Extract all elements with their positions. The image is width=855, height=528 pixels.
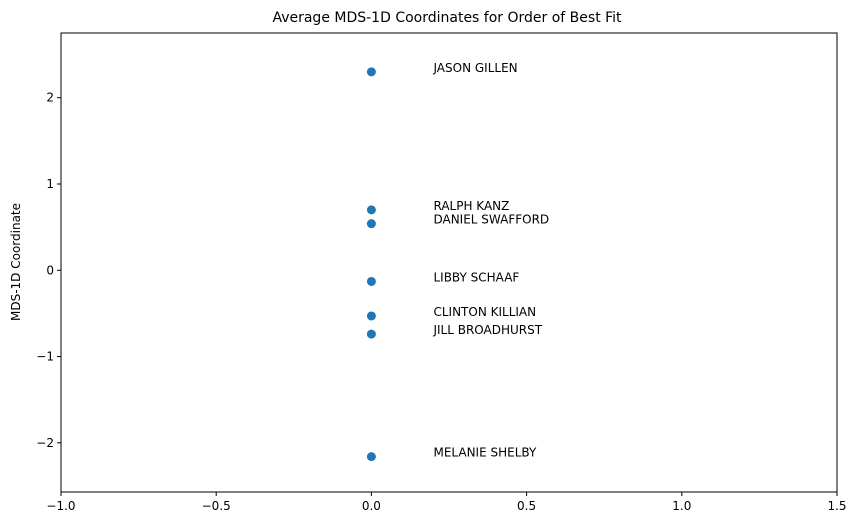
- x-tick-label: −0.5: [202, 499, 231, 513]
- data-point: [366, 452, 376, 462]
- point-label: CLINTON KILLIAN: [433, 305, 536, 319]
- x-tick-label: 1.0: [672, 499, 691, 513]
- y-axis-label: MDS-1D Coordinate: [9, 203, 23, 321]
- chart-title: Average MDS-1D Coordinates for Order of …: [272, 10, 622, 26]
- y-tick-label: 0: [46, 263, 54, 277]
- data-point: [366, 205, 376, 215]
- plot-frame: [60, 32, 838, 493]
- data-point: [366, 276, 376, 286]
- data-point: [366, 67, 376, 77]
- point-label: MELANIE SHELBY: [433, 446, 537, 460]
- point-label: JASON GILLEN: [432, 61, 517, 75]
- point-label: RALPH KANZ: [433, 199, 509, 213]
- y-tick-label: −2: [36, 436, 54, 450]
- x-tick-label: −1.0: [46, 499, 75, 513]
- y-tick-label: 2: [46, 91, 54, 105]
- y-tick-label: −1: [36, 350, 54, 364]
- plot-area: −1.0 −0.5 0.0 0.5 1.0 1.5 −2 −1 0 1 2 JASON GILLEN R…: [36, 32, 847, 513]
- data-point: [366, 329, 376, 339]
- x-tick-label: 0.5: [517, 499, 536, 513]
- x-tick-label: 1.5: [827, 499, 846, 513]
- point-label: DANIEL SWAFFORD: [433, 213, 549, 227]
- point-label: LIBBY SCHAAF: [433, 270, 519, 284]
- x-tick-label: 0.0: [362, 499, 381, 513]
- data-point: [366, 219, 376, 229]
- y-tick-label: 1: [46, 177, 54, 191]
- data-point: [366, 311, 376, 321]
- point-label: JILL BROADHURST: [432, 323, 542, 337]
